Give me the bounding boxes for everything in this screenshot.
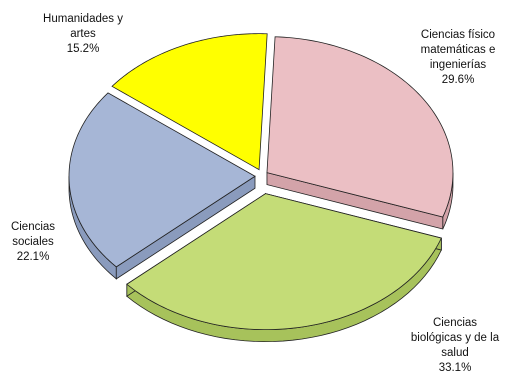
pie-slice [266, 36, 454, 218]
slice-category-label: salud [441, 347, 469, 359]
slice-category-label: ingenierías [430, 59, 487, 71]
slice-category-label: Ciencias [433, 317, 477, 329]
pie-slice [126, 193, 442, 331]
pie-labels: Ciencias físico matemáticas e ingenierías 2… [11, 13, 500, 374]
slice-category-label: sociales [12, 236, 54, 248]
slice-percent-label: 22.1% [17, 251, 50, 263]
pie-slice [111, 33, 268, 171]
slice-category-label: biológicas y de la [411, 332, 500, 344]
slice-percent-label: 15.2% [67, 43, 100, 55]
slice-category-label: matemáticas e [421, 44, 496, 56]
pie-slice [68, 92, 256, 268]
slice-percent-label: 29.6% [442, 74, 475, 86]
slice-category-label: Humanidades y [43, 13, 123, 25]
slice-category-label: artes [70, 28, 96, 40]
pie-slices [68, 33, 454, 331]
slice-category-label: Ciencias físico [421, 29, 495, 41]
slice-percent-label: 33.1% [439, 362, 472, 374]
slice-category-label: Ciencias [11, 221, 55, 233]
